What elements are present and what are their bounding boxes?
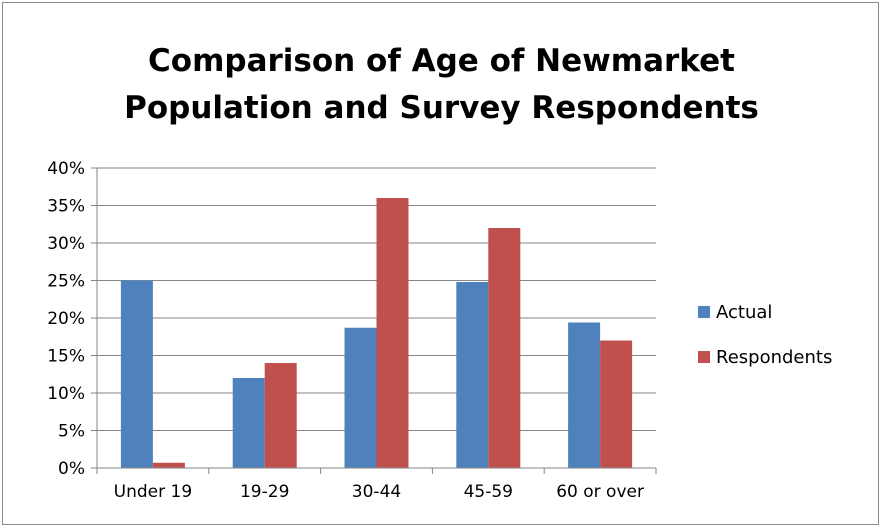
y-tick-label: 0% [58, 459, 85, 479]
axes [96, 168, 657, 474]
x-tick-label: 45-59 [464, 482, 513, 502]
bar-respondents-45-59 [488, 228, 521, 468]
legend-swatch-respondents [698, 351, 710, 363]
bar-actual-45-59 [456, 282, 489, 468]
chart-title-line-1: Comparison of Age of Newmarket [148, 43, 735, 79]
x-tick-label: 19-29 [240, 482, 289, 502]
bar-respondents-under-19 [152, 462, 185, 468]
bar-actual-under-19 [120, 280, 153, 468]
legend-label-actual: Actual [716, 302, 772, 323]
bar-actual-30-44 [344, 327, 377, 468]
y-tick-label: 30% [47, 234, 85, 254]
x-axis-tick-labels: Under 19 19-29 30-44 45-59 60 or over [114, 482, 644, 502]
x-tick-label: Under 19 [114, 482, 193, 502]
x-tick-label: 30-44 [352, 482, 401, 502]
bar-actual-60-or-over [568, 322, 601, 468]
y-tick-label: 25% [47, 272, 85, 292]
y-tick-label: 5% [58, 422, 85, 442]
chart-title-line-2: Population and Survey Respondents [124, 90, 759, 126]
chart-title: Comparison of Age of Newmarket Populatio… [0, 38, 883, 132]
bar-respondents-30-44 [376, 198, 409, 468]
y-tick-label: 15% [47, 347, 85, 367]
bar-actual-19-29 [232, 378, 265, 468]
legend-swatch-actual [698, 306, 710, 318]
y-tick-label: 40% [47, 159, 85, 179]
legend-label-respondents: Respondents [716, 347, 832, 368]
y-tick-label: 35% [47, 197, 85, 217]
y-tick-label: 10% [47, 384, 85, 404]
y-tick-label: 20% [47, 309, 85, 329]
y-axis-tick-labels: 0% 5% 10% 15% 20% 25% 30% 35% 40% [47, 159, 85, 479]
legend: Actual Respondents [698, 302, 832, 368]
x-tick-label: 60 or over [556, 482, 644, 502]
bars [120, 198, 633, 468]
bar-respondents-60-or-over [600, 340, 633, 468]
bar-respondents-19-29 [264, 363, 297, 468]
